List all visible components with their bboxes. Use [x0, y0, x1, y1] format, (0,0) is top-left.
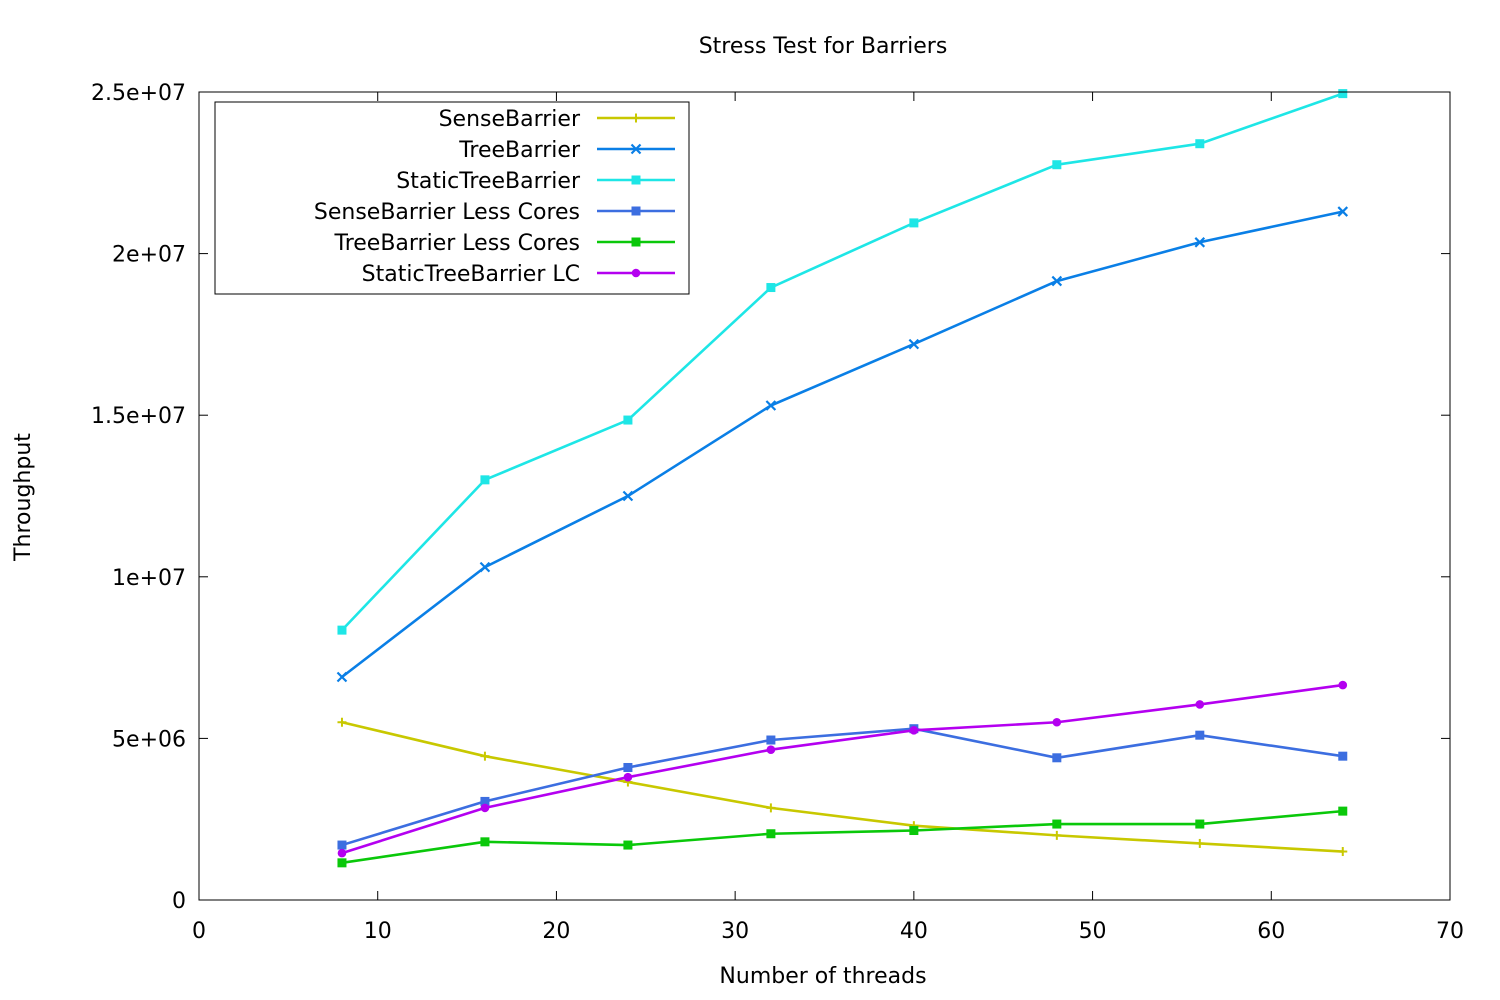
series-layer — [336, 89, 1349, 868]
series-0 — [337, 717, 1348, 857]
series-5 — [337, 680, 1348, 858]
data-point — [480, 475, 490, 485]
series-line — [341, 727, 1343, 847]
legend-box — [214, 101, 690, 295]
x-axis-title: Number of threads — [719, 964, 926, 989]
data-point — [337, 625, 347, 635]
series-1 — [336, 206, 1349, 683]
plot-frame — [198, 91, 1451, 901]
legend-label: StaticTreeBarrier — [396, 169, 581, 194]
legend-label: SenseBarrier Less Cores — [314, 200, 580, 225]
x-tick-label: 50 — [1079, 919, 1107, 944]
data-point — [909, 826, 919, 836]
series-line — [341, 683, 1343, 855]
legend-item: TreeBarrier Less Cores — [333, 231, 675, 256]
x-tick-label: 40 — [900, 919, 928, 944]
series-2 — [337, 89, 1348, 635]
y-tick-label: 0 — [172, 889, 186, 914]
legend-marker — [631, 268, 641, 278]
data-point — [909, 726, 919, 735]
chart-title: Stress Test for Barriers — [699, 34, 948, 59]
x-tick-label: 70 — [1436, 919, 1464, 944]
data-point — [1338, 806, 1348, 816]
axis-ticks: 0 10 20 30 40 50 60 70 0 5e+06 1e+07 1.5e+07 2e+07 2.… — [91, 81, 1464, 944]
data-point — [480, 751, 490, 761]
x-tick-label: 10 — [364, 919, 392, 944]
series-line — [341, 92, 1344, 632]
data-point — [1195, 700, 1205, 709]
data-point — [622, 490, 634, 502]
data-point — [1195, 730, 1205, 740]
data-point — [623, 840, 633, 850]
data-point — [1052, 160, 1062, 170]
x-tick-label: 0 — [192, 919, 206, 944]
data-point — [336, 671, 348, 683]
data-point — [480, 803, 490, 813]
legend: SenseBarrier TreeBarrier StaticTreeBarrier… — [214, 101, 690, 295]
x-tick-label: 20 — [542, 919, 570, 944]
legend-item: TreeBarrier — [458, 138, 675, 163]
series-line — [341, 809, 1343, 865]
y-tick-label: 2.5e+07 — [91, 81, 186, 106]
data-point — [1052, 717, 1062, 727]
series-line — [341, 210, 1344, 679]
legend-marker — [631, 206, 641, 216]
data-point — [337, 848, 347, 858]
data-point — [766, 745, 776, 755]
data-point — [1194, 237, 1206, 248]
data-point — [766, 283, 776, 293]
legend-item: SenseBarrier Less Cores — [314, 200, 675, 225]
legend-marker — [630, 143, 642, 155]
data-point — [1338, 751, 1348, 761]
series-3 — [337, 724, 1348, 850]
legend-item: StaticTreeBarrier LC — [362, 262, 675, 287]
legend-item: StaticTreeBarrier — [396, 169, 675, 194]
data-point — [909, 218, 919, 228]
x-tick-label: 30 — [721, 919, 749, 944]
data-point — [1052, 819, 1062, 829]
data-point — [337, 717, 347, 727]
data-point — [623, 415, 633, 425]
legend-marker — [631, 175, 641, 185]
data-point — [1195, 838, 1205, 848]
y-tick-label: 2e+07 — [112, 243, 186, 268]
data-point — [1337, 206, 1349, 217]
data-point — [623, 772, 633, 782]
data-point — [480, 837, 490, 847]
y-axis-title: Throughput — [11, 433, 36, 562]
data-point — [1338, 89, 1348, 99]
data-point — [1051, 275, 1063, 287]
y-tick-label: 1.5e+07 — [91, 404, 186, 429]
data-point — [337, 858, 347, 868]
legend-label: TreeBarrier Less Cores — [333, 231, 580, 256]
data-point — [1052, 830, 1062, 840]
data-point — [766, 735, 776, 745]
y-tick-label: 5e+06 — [112, 727, 186, 752]
data-point — [765, 400, 777, 411]
legend-marker — [631, 113, 641, 123]
legend-label: TreeBarrier — [458, 138, 581, 163]
data-point — [908, 338, 920, 350]
data-point — [1195, 819, 1205, 829]
data-point — [480, 796, 490, 806]
legend-label: StaticTreeBarrier LC — [362, 262, 580, 287]
data-point — [766, 829, 776, 839]
y-tick-label: 1e+07 — [112, 566, 186, 591]
legend-marker — [631, 237, 641, 247]
x-tick-label: 60 — [1257, 919, 1285, 944]
series-4 — [337, 806, 1348, 868]
series-line — [341, 720, 1343, 853]
data-point — [1052, 753, 1062, 763]
data-point — [1338, 847, 1348, 857]
data-point — [623, 762, 633, 772]
legend-label: SenseBarrier — [439, 107, 581, 132]
data-point — [479, 561, 491, 573]
data-point — [337, 840, 347, 850]
data-point — [1195, 139, 1205, 149]
legend-item: SenseBarrier — [439, 107, 675, 132]
data-point — [766, 803, 776, 813]
data-point — [1338, 680, 1348, 690]
